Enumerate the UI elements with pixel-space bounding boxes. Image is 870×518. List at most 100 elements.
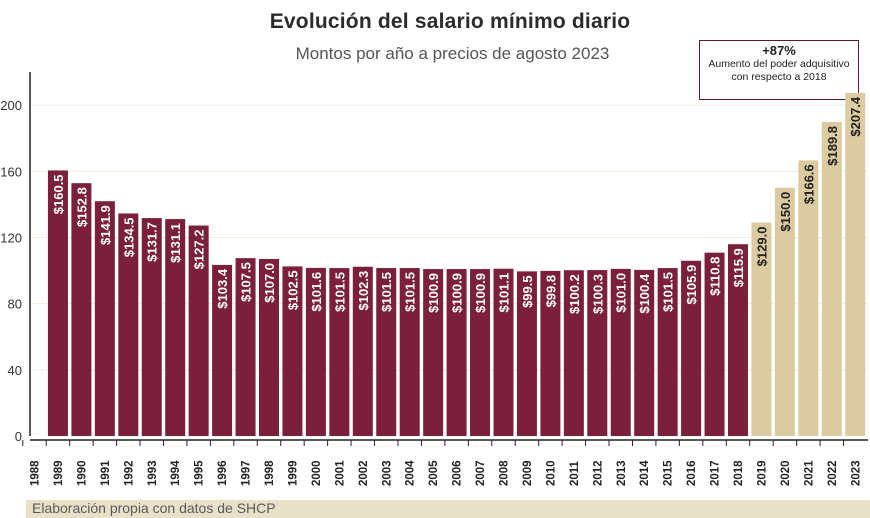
bar	[259, 258, 279, 436]
x-tick-label: 1995	[194, 460, 206, 486]
y-tick-label: 160	[0, 164, 22, 179]
bar	[376, 268, 397, 436]
bar-value-label: $100.2	[567, 274, 582, 314]
bar-value-label: $101.5	[661, 272, 676, 312]
bar	[399, 268, 420, 436]
chart-subtitle: Montos por año a precios de agosto 2023	[295, 44, 610, 63]
bar	[540, 270, 561, 436]
bar	[282, 266, 303, 436]
x-tick-label: 2003	[381, 460, 393, 486]
x-tick-label: 1990	[76, 460, 88, 486]
bar	[774, 187, 795, 436]
bar	[610, 268, 631, 436]
x-tick-label: 2022	[827, 460, 839, 486]
bar-value-label: $131.7	[145, 222, 160, 262]
bar	[329, 268, 350, 436]
x-tick-label: 2009	[522, 460, 534, 486]
bar	[118, 213, 139, 436]
x-tick-label: 2020	[780, 460, 792, 486]
bar-value-label: $131.1	[168, 223, 183, 263]
bar-value-label: $110.8	[708, 257, 723, 296]
bar	[47, 170, 68, 437]
x-tick-label: 1998	[264, 460, 276, 486]
bar-value-label: $107.0	[262, 263, 277, 303]
bar-value-label: $115.9	[731, 248, 746, 287]
x-tick-label: 1997	[241, 460, 253, 486]
x-tick-label: 1988	[30, 460, 42, 486]
bar	[728, 244, 748, 436]
bar	[212, 264, 233, 436]
x-tick-label: 2012	[592, 460, 604, 486]
bar	[563, 270, 584, 436]
bar-value-label: $105.9	[684, 265, 699, 305]
x-tick-label: 1989	[53, 460, 65, 486]
bar-value-label: $101.0	[614, 273, 629, 313]
source-note: Elaboración propia con datos de SHCP	[32, 500, 276, 516]
footer-band	[26, 500, 870, 518]
y-tick-label: 200	[0, 98, 22, 113]
bar	[798, 160, 819, 436]
bar	[470, 269, 491, 436]
bar	[845, 92, 866, 436]
bar	[493, 268, 514, 436]
x-tick-label: 2001	[334, 460, 346, 486]
bar-value-label: $134.5	[121, 217, 136, 257]
bar-value-label: $102.5	[285, 270, 300, 310]
bar-value-label: $150.0	[778, 192, 793, 232]
bar	[188, 225, 209, 436]
bar-value-label: $107.5	[239, 262, 254, 302]
bar	[352, 266, 373, 436]
x-tick-label: 2004	[405, 460, 417, 486]
bar-value-label: $102.3	[356, 271, 371, 311]
y-tick-label: 120	[0, 230, 22, 245]
bar	[141, 218, 162, 436]
x-tick-label: 2015	[663, 460, 675, 486]
bar	[704, 252, 725, 436]
x-tick-label: 1991	[100, 460, 112, 486]
bar-value-label: $152.8	[74, 187, 89, 227]
x-tick-label: 2010	[545, 460, 557, 486]
y-tick-label: 40	[8, 363, 22, 378]
bar	[423, 269, 444, 436]
bar-value-label: $100.9	[450, 273, 465, 313]
x-tick-label: 1994	[170, 460, 182, 486]
x-tick-label: 2013	[616, 460, 628, 486]
bar-value-label: $101.5	[332, 272, 347, 312]
annotation-text: Aumento del poder adquisitivo con respec…	[708, 58, 850, 83]
bar-value-label: $101.5	[403, 272, 418, 312]
x-tick-label: 2005	[428, 460, 440, 486]
x-tick-label: 2019	[756, 460, 768, 486]
x-tick-label: 2011	[569, 460, 581, 486]
bar-value-label: $101.6	[309, 272, 324, 312]
bar	[657, 268, 678, 436]
x-tick-label: 2021	[803, 460, 815, 486]
bar	[94, 201, 115, 436]
y-tick-label: 0	[15, 429, 22, 444]
x-tick-label: 2023	[850, 460, 862, 486]
x-tick-label: 2014	[639, 460, 651, 486]
bar-value-label: $129.0	[754, 227, 769, 267]
bar	[634, 269, 655, 436]
bar-value-label: $101.1	[497, 273, 512, 313]
bar	[681, 260, 702, 436]
bar-value-label: $141.9	[98, 205, 113, 245]
x-tick-label: 1992	[123, 460, 135, 486]
bar-value-label: $101.5	[379, 272, 394, 312]
x-tick-label: 1996	[217, 460, 229, 486]
x-tick-label: 2017	[710, 460, 722, 486]
bar-value-label: $100.3	[590, 274, 605, 314]
x-tick-label: 2006	[452, 460, 464, 486]
annotation-headline: +87%	[762, 43, 796, 58]
bar	[587, 270, 608, 436]
chart-title: Evolución del salario mínimo diario	[269, 10, 631, 33]
y-tick-label: 80	[8, 297, 22, 312]
bar-value-label: $127.2	[192, 230, 207, 270]
bar	[305, 267, 326, 436]
bar-value-label: $99.8	[543, 275, 558, 308]
x-tick-label: 2016	[686, 460, 698, 486]
bar-value-label: $189.8	[825, 126, 840, 166]
bar-value-label: $100.9	[473, 273, 488, 313]
bar-value-label: $160.5	[51, 174, 66, 214]
bar-value-label: $99.5	[520, 275, 535, 308]
